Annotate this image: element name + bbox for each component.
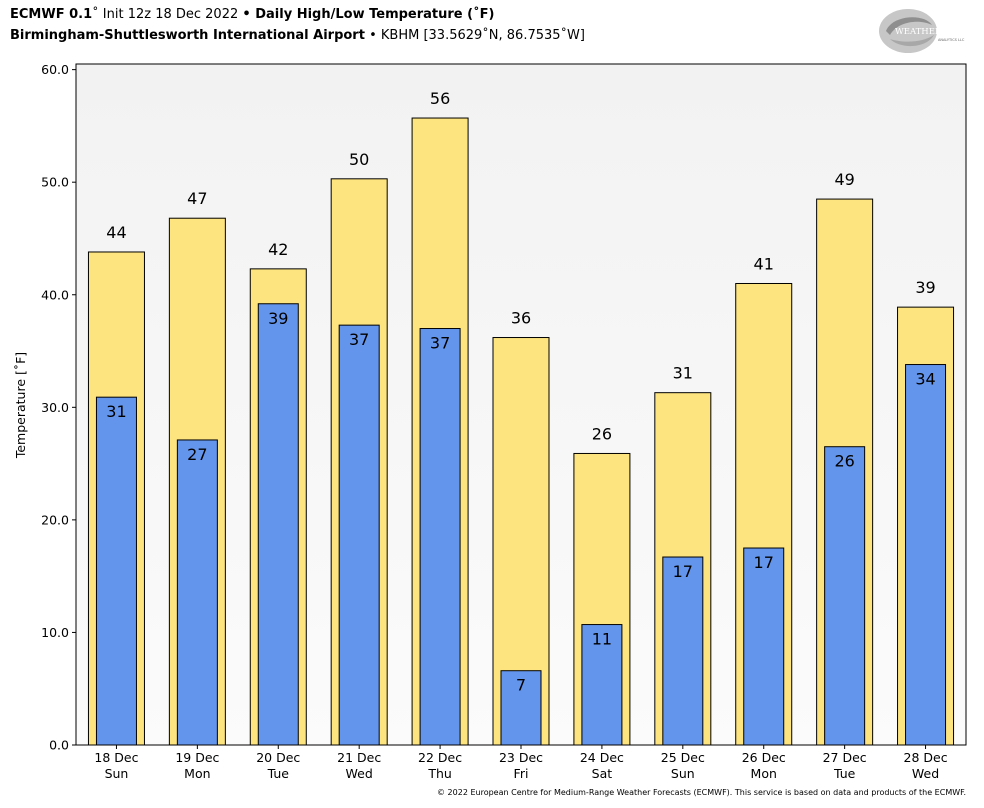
x-tick-weekday: Sun bbox=[105, 766, 129, 781]
logo-subtext: ANALYTICS LLC bbox=[938, 38, 965, 42]
low-temp-bar bbox=[419, 328, 461, 746]
x-tick-weekday: Tue bbox=[267, 766, 290, 781]
low-temp-bar bbox=[95, 396, 137, 746]
low-temp-bar bbox=[257, 303, 299, 746]
low-temp-label: 31 bbox=[106, 402, 126, 421]
high-temp-label: 44 bbox=[106, 223, 126, 242]
low-temp-label: 39 bbox=[268, 309, 288, 328]
x-tick-date: 18 Dec bbox=[94, 750, 138, 765]
init-time: Init 12z 18 Dec 2022 bbox=[102, 7, 239, 22]
data-labels: 44 31 47 27 42 39 50 37 56 37 36 7 26 11 31 17 41 17 49 26 3… bbox=[106, 89, 935, 695]
y-tick-label: 30.0 bbox=[41, 400, 69, 415]
high-temp-label: 39 bbox=[915, 278, 935, 297]
bar-group bbox=[87, 117, 955, 746]
y-tick-label: 60.0 bbox=[41, 62, 69, 77]
y-axis-label: Temperature [˚F] bbox=[13, 352, 28, 459]
low-temp-label: 37 bbox=[349, 330, 369, 349]
copyright-footer: © 2022 European Centre for Medium-Range … bbox=[437, 788, 966, 797]
low-temp-bar bbox=[743, 547, 785, 746]
degree-mark: ˚ bbox=[92, 7, 103, 22]
y-tick-label: 50.0 bbox=[41, 175, 69, 190]
x-tick-weekday: Wed bbox=[912, 766, 939, 781]
x-tick-date: 27 Dec bbox=[823, 750, 867, 765]
y-tick-label: 40.0 bbox=[41, 287, 69, 302]
logo-text: WEATHERBELL bbox=[895, 27, 965, 37]
low-temp-label: 27 bbox=[187, 445, 207, 464]
x-tick-date: 24 Dec bbox=[580, 750, 624, 765]
x-tick-weekday: Mon bbox=[184, 766, 210, 781]
low-temp-label: 37 bbox=[430, 334, 450, 353]
x-tick-date: 21 Dec bbox=[337, 750, 381, 765]
x-tick-date: 20 Dec bbox=[256, 750, 300, 765]
low-temp-label: 7 bbox=[516, 676, 526, 695]
x-tick-weekday: Fri bbox=[514, 766, 529, 781]
x-tick-date: 25 Dec bbox=[661, 750, 705, 765]
y-tick-label: 20.0 bbox=[41, 512, 69, 527]
low-temp-label: 11 bbox=[592, 630, 612, 649]
high-temp-label: 36 bbox=[511, 309, 531, 328]
low-temp-bar bbox=[176, 439, 218, 746]
x-tick-date: 23 Dec bbox=[499, 750, 543, 765]
bullet-separator: • bbox=[369, 28, 381, 43]
x-tick-weekday: Thu bbox=[427, 766, 451, 781]
low-temp-bar bbox=[338, 324, 380, 746]
bullet-separator: • bbox=[242, 7, 256, 22]
product-name: Daily High/Low Temperature (˚F) bbox=[255, 7, 495, 22]
x-tick-date: 28 Dec bbox=[904, 750, 948, 765]
chart-title-line-2: Birmingham-Shuttlesworth International A… bbox=[10, 28, 585, 43]
high-temp-label: 31 bbox=[673, 364, 693, 383]
low-temp-label: 17 bbox=[754, 553, 774, 572]
high-temp-label: 41 bbox=[754, 254, 774, 273]
x-tick-weekday: Sat bbox=[592, 766, 613, 781]
x-tick-weekday: Mon bbox=[751, 766, 777, 781]
plot-frame bbox=[75, 63, 967, 746]
low-temp-bar bbox=[824, 446, 866, 746]
high-temp-label: 49 bbox=[834, 170, 854, 189]
high-temp-label: 56 bbox=[430, 89, 450, 108]
x-tick-date: 26 Dec bbox=[742, 750, 786, 765]
x-tick-date: 22 Dec bbox=[418, 750, 462, 765]
low-temp-bar bbox=[500, 670, 542, 746]
x-tick-weekday: Wed bbox=[346, 766, 373, 781]
high-temp-label: 50 bbox=[349, 150, 369, 169]
low-temp-label: 26 bbox=[834, 452, 854, 471]
model-name: ECMWF 0.1 bbox=[10, 7, 93, 22]
high-temp-label: 47 bbox=[187, 189, 207, 208]
high-temp-label: 42 bbox=[268, 240, 288, 259]
low-temp-label: 17 bbox=[673, 562, 693, 581]
y-axis: 0.0 10.0 20.0 30.0 40.0 50.0 60.0 bbox=[41, 62, 76, 753]
station-info: KBHM [33.5629˚N, 86.7535˚W] bbox=[380, 28, 585, 43]
x-tick-weekday: Tue bbox=[833, 766, 856, 781]
weatherbell-logo: WEATHERBELL ANALYTICS LLC bbox=[879, 9, 965, 53]
low-temp-bar bbox=[905, 364, 947, 746]
high-temp-label: 26 bbox=[592, 424, 612, 443]
station-name: Birmingham-Shuttlesworth International A… bbox=[10, 28, 365, 43]
low-temp-bar bbox=[662, 556, 704, 746]
low-temp-label: 34 bbox=[915, 370, 935, 389]
y-tick-label: 0.0 bbox=[49, 738, 69, 753]
x-tick-weekday: Sun bbox=[671, 766, 695, 781]
x-tick-date: 19 Dec bbox=[175, 750, 219, 765]
chart-title-line-1: ECMWF 0.1˚ Init 12z 18 Dec 2022 • Daily … bbox=[10, 7, 494, 22]
y-tick-label: 10.0 bbox=[41, 625, 69, 640]
